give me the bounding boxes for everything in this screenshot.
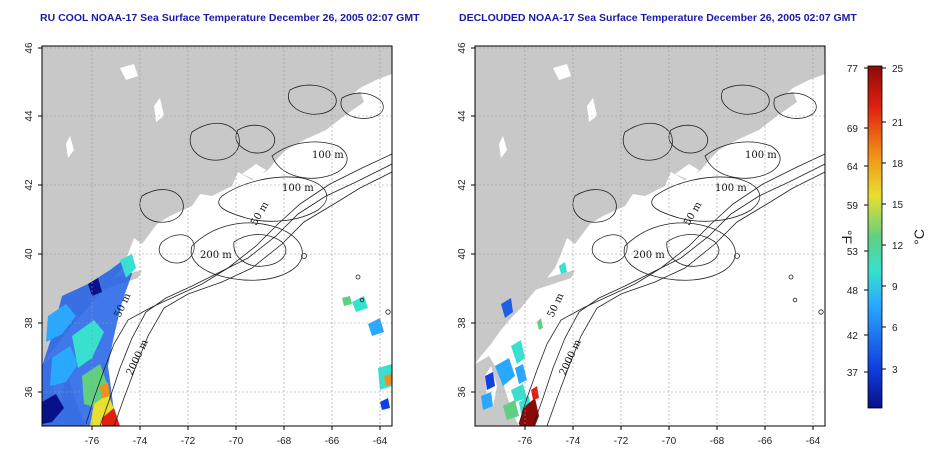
lat-tick-42: 42 xyxy=(24,179,35,191)
temperature-colorbar: 77 69 64 59 53 48 42 37 25 21 18 15 12 9… xyxy=(839,64,927,409)
f-tick-69: 69 xyxy=(847,124,859,135)
lon-tick-74: -74 xyxy=(566,436,581,447)
lat-tick-44: 44 xyxy=(457,110,468,122)
f-tick-37: 37 xyxy=(847,368,859,379)
c-tick-15: 15 xyxy=(892,200,904,211)
contour-label-100m-south: 100 m xyxy=(282,183,314,194)
f-tick-53: 53 xyxy=(847,247,859,258)
lat-tick-40: 40 xyxy=(457,248,468,260)
lon-tick-72: -72 xyxy=(181,436,196,447)
lon-tick-74: -74 xyxy=(133,436,148,447)
left-map: 100 m 100 m 50 m 200 m 50 m 2000 m xyxy=(41,45,393,427)
lon-tick-76: -76 xyxy=(518,436,533,447)
lon-tick-72: -72 xyxy=(614,436,629,447)
lon-tick-66: -66 xyxy=(325,436,340,447)
c-tick-3: 3 xyxy=(892,365,898,376)
lon-tick-70: -70 xyxy=(662,436,677,447)
lat-tick-44: 44 xyxy=(24,110,35,122)
f-tick-42: 42 xyxy=(847,331,859,342)
celsius-unit-label: °C xyxy=(911,229,927,245)
lon-tick-64: -64 xyxy=(806,436,821,447)
lat-tick-36: 36 xyxy=(457,386,468,398)
c-tick-25: 25 xyxy=(892,64,904,75)
right-map-title: DECLOUDED NOAA-17 Sea Surface Temperatur… xyxy=(459,12,857,24)
lon-tick-76: -76 xyxy=(85,436,100,447)
f-tick-59: 59 xyxy=(847,201,859,212)
lon-tick-68: -68 xyxy=(277,436,292,447)
right-map: 100 m 100 m 50 m 200 m 50 m 2000 m xyxy=(474,45,826,427)
contour-label-200m: 200 m xyxy=(200,250,232,261)
lon-tick-68: -68 xyxy=(710,436,725,447)
lon-tick-70: -70 xyxy=(229,436,244,447)
left-sst-imagery xyxy=(42,254,392,426)
lat-tick-46: 46 xyxy=(24,42,35,54)
f-tick-77: 77 xyxy=(847,64,859,75)
contour-label-100m-south: 100 m xyxy=(715,183,747,194)
c-tick-9: 9 xyxy=(892,282,898,293)
lat-tick-38: 38 xyxy=(24,317,35,329)
lat-tick-38: 38 xyxy=(457,317,468,329)
fahrenheit-unit-label: °F xyxy=(839,230,855,244)
lat-tick-42: 42 xyxy=(457,179,468,191)
lat-tick-40: 40 xyxy=(24,248,35,260)
f-tick-48: 48 xyxy=(847,286,859,297)
left-map-title: RU COOL NOAA-17 Sea Surface Temperature … xyxy=(40,12,420,24)
contour-label-100m-north: 100 m xyxy=(312,150,344,161)
c-tick-18: 18 xyxy=(892,159,904,170)
lon-tick-64: -64 xyxy=(373,436,388,447)
f-tick-64: 64 xyxy=(847,162,859,173)
right-axes: -76 -74 -72 -70 -68 -66 -64 46 44 42 40 … xyxy=(457,42,821,447)
left-axes: -76 -74 -72 -70 -68 -66 -64 46 44 42 40 … xyxy=(24,42,388,447)
c-tick-6: 6 xyxy=(892,323,898,334)
lat-tick-36: 36 xyxy=(24,386,35,398)
c-tick-12: 12 xyxy=(892,241,904,252)
contour-label-200m: 200 m xyxy=(633,250,665,261)
right-sst-imagery xyxy=(481,262,567,426)
lon-tick-66: -66 xyxy=(758,436,773,447)
contour-label-100m-north: 100 m xyxy=(745,150,777,161)
lat-tick-46: 46 xyxy=(457,42,468,54)
c-tick-21: 21 xyxy=(892,118,904,129)
